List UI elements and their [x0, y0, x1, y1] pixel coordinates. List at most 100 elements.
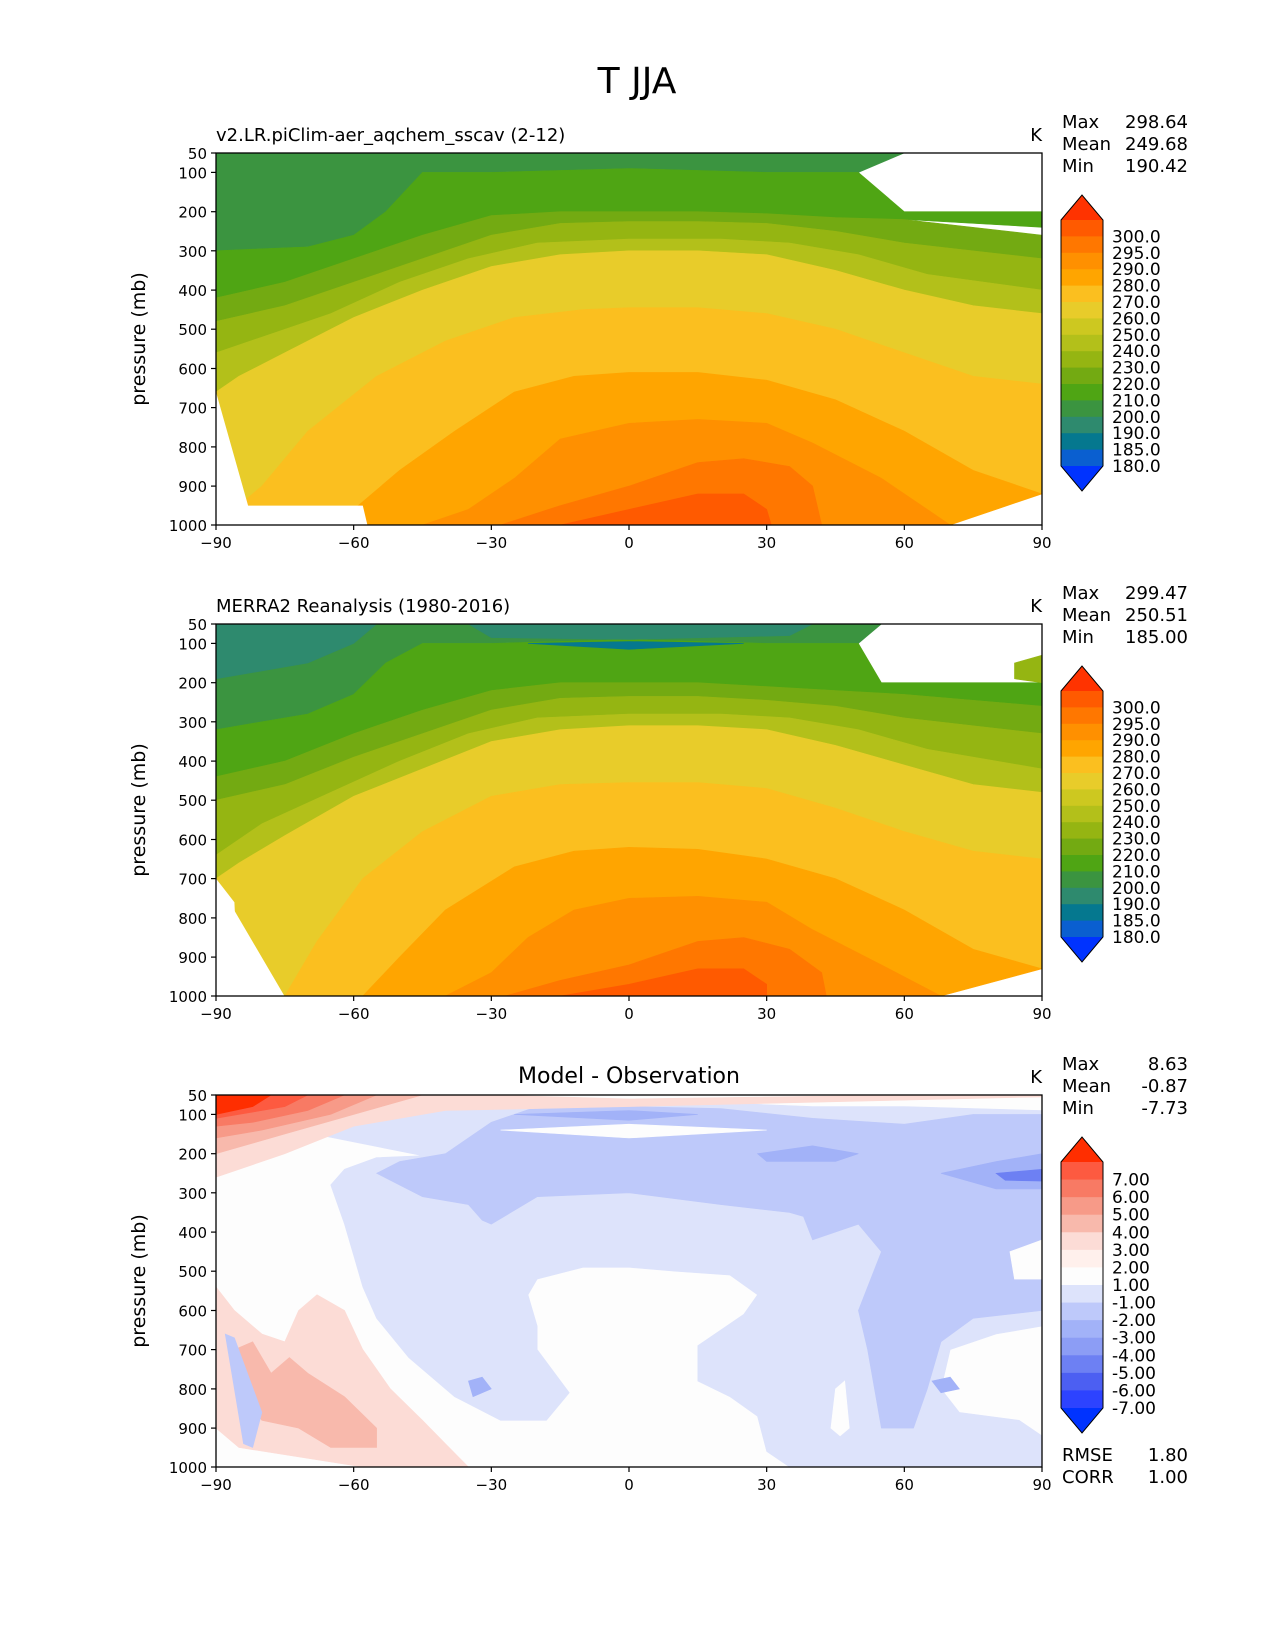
x-tick-label: 0: [624, 1476, 634, 1494]
colorbar-label: 240.0: [1112, 813, 1161, 833]
colorbar-label: -2.00: [1112, 1311, 1156, 1331]
colorbar-segment: [1061, 920, 1103, 938]
y-tick-label: 50: [188, 616, 207, 634]
colorbar-outline: [1060, 665, 1104, 963]
x-tick-label: 30: [757, 1476, 776, 1494]
stat-label: Min: [1062, 156, 1094, 177]
contour-region-6: [931, 1376, 960, 1394]
contour-field: [216, 153, 1042, 525]
x-tick-label: −30: [476, 1005, 508, 1023]
colorbar-segment: [1061, 433, 1103, 451]
colorbar-label: 200.0: [1112, 408, 1161, 428]
contour-region-19: [224, 1333, 263, 1448]
colorbar-label: 7.00: [1112, 1171, 1150, 1191]
contour-region-1: [375, 1106, 1042, 1429]
colorbar-segment: [1061, 1337, 1103, 1356]
colorbar-segment: [1061, 334, 1103, 352]
colorbar-outline: [1060, 1136, 1104, 1434]
y-axis-label: pressure (mb): [128, 1214, 150, 1348]
stat-label: Max: [1062, 583, 1100, 604]
x-tick-label: −90: [200, 1476, 232, 1494]
colorbar-label: 300.0: [1112, 227, 1161, 247]
contour-region-18: [234, 1341, 377, 1448]
contour-field: [216, 1095, 1042, 1467]
colorbar-segment: [1061, 302, 1103, 319]
colorbar-segment: [1061, 269, 1103, 287]
colorbar-segment: [1061, 723, 1103, 741]
missing-data-region: [216, 392, 368, 525]
y-tick-label: 600: [178, 832, 207, 850]
colorbar-segment: [1061, 1162, 1103, 1181]
y-tick-label: 900: [178, 949, 207, 967]
colorbar-segment: [1061, 236, 1103, 254]
y-tick-label: 900: [178, 478, 207, 496]
colorbar: 300.0295.0290.0280.0270.0260.0250.0240.0…: [1060, 665, 1161, 963]
y-tick-label: 700: [178, 400, 207, 418]
colorbar-label: 270.0: [1112, 764, 1161, 784]
y-tick-label: 300: [178, 1185, 207, 1203]
colorbar-label: -1.00: [1112, 1294, 1156, 1314]
colorbar-label: 185.0: [1112, 912, 1161, 932]
colorbar-outline: [1060, 194, 1104, 492]
x-tick-label: 0: [624, 534, 634, 552]
x-tick-label: −90: [200, 534, 232, 552]
colorbar-label: 1.00: [1112, 1276, 1150, 1296]
x-tick-label: −30: [476, 1476, 508, 1494]
x-tick-label: −90: [200, 1005, 232, 1023]
stat-value: 190.42: [1125, 156, 1188, 177]
colorbar-extend-bottom: [1061, 466, 1103, 491]
colorbar-label: 210.0: [1112, 862, 1161, 882]
colorbar-segment: [1061, 449, 1103, 467]
y-tick-label: 300: [178, 714, 207, 732]
contour-band-10: [560, 493, 772, 525]
y-tick-label: 500: [178, 321, 207, 339]
colorbar-segment: [1061, 805, 1103, 823]
y-tick-label: 800: [178, 910, 207, 928]
x-tick-label: 30: [757, 1005, 776, 1023]
colorbar-segment: [1061, 1267, 1103, 1286]
colorbar-segment: [1061, 400, 1103, 418]
x-tick-label: 90: [1032, 1005, 1051, 1023]
y-tick-label: 400: [178, 1224, 207, 1242]
colorbar-segment: [1061, 318, 1103, 336]
colorbar-segment: [1061, 871, 1103, 889]
x-tick-label: 0: [624, 1005, 634, 1023]
stat-label: Max: [1062, 112, 1100, 133]
y-tick-label: 600: [178, 1303, 207, 1321]
contour-region-9: [1009, 1239, 1042, 1280]
stat-value: 249.68: [1125, 134, 1188, 155]
contour-region-2: [467, 624, 813, 640]
colorbar-segment: [1061, 904, 1103, 922]
colorbar-segment: [1061, 416, 1103, 434]
colorbar-label: 290.0: [1112, 731, 1161, 751]
colorbar-extend-bottom: [1061, 1408, 1103, 1433]
x-tick-label: −30: [476, 534, 508, 552]
colorbar-label: 220.0: [1112, 846, 1161, 866]
colorbar-extend-top: [1061, 195, 1103, 220]
colorbar-segment: [1061, 1320, 1103, 1339]
contour-region-7: [995, 1168, 1042, 1182]
y-tick-label: 500: [178, 1263, 207, 1281]
x-tick-label: 90: [1032, 1476, 1051, 1494]
contour-region-3: [527, 641, 744, 650]
contour-region-10: [830, 1380, 850, 1437]
colorbar-extend-top: [1061, 666, 1103, 691]
stat-label: Min: [1062, 627, 1094, 648]
colorbar-label: 6.00: [1112, 1188, 1150, 1208]
x-tick-label: 60: [895, 534, 914, 552]
colorbar-segment: [1061, 285, 1103, 303]
colorbar-label: -6.00: [1112, 1381, 1156, 1401]
colorbar-label: -5.00: [1112, 1364, 1156, 1384]
colorbar-label: 295.0: [1112, 715, 1161, 735]
contour-region-2: [756, 1145, 859, 1162]
stat-label: Mean: [1062, 1076, 1111, 1097]
x-tick-label: 60: [895, 1005, 914, 1023]
x-tick-label: 30: [757, 534, 776, 552]
colorbar-segment: [1061, 1249, 1103, 1268]
colorbar-label: 280.0: [1112, 277, 1161, 297]
colorbar-segment: [1061, 789, 1103, 807]
colorbar-label: 190.0: [1112, 895, 1161, 915]
colorbar-label: 3.00: [1112, 1241, 1150, 1261]
units-label: K: [1030, 1067, 1043, 1088]
